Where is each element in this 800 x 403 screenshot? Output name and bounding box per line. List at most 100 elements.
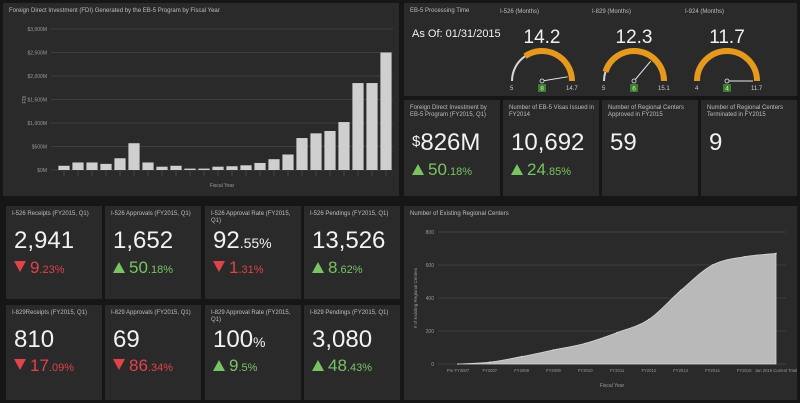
kpi-top-3-value: 9	[709, 129, 722, 157]
kpi-top-0-value: $826M	[412, 129, 480, 157]
kpi-i829-2-value: 100%	[213, 326, 266, 354]
kpi-top-0-change-number: 50	[428, 160, 447, 179]
gauge-1-arc	[602, 48, 667, 82]
processing-time-title: EB-5 Processing Time	[410, 8, 470, 14]
kpi-i526-1-change-decimal: .18%	[147, 264, 173, 276]
kpi-top-0-tile: Foreign Direct Investment by EB-5 Progra…	[404, 100, 500, 196]
rc-ylabel: # of Existing Regional Centers	[413, 267, 418, 328]
kpi-i829-1-title: I-829 Approvals (FY2015, Q1)	[111, 310, 191, 316]
rc-xtick-label: FY2007	[482, 368, 497, 373]
fdi-bar	[100, 163, 112, 170]
gauge-1-min: 5	[602, 86, 606, 92]
kpi-top-1-change: 24.85%	[511, 160, 571, 180]
rc-data-point	[489, 361, 491, 363]
kpi-i829-1-number: 69	[113, 326, 140, 353]
gauge-0-hub	[539, 78, 545, 84]
kpi-top-0-currency: $	[412, 133, 421, 150]
kpi-i526-3-tile: I-526 Pendings (FY2015, Q1) 13,526 8.62%	[304, 206, 400, 299]
gauge-0-min: 5	[510, 86, 514, 92]
kpi-i526-3-title: I-526 Pendings (FY2015, Q1)	[310, 211, 389, 217]
arrow-up-icon	[511, 164, 523, 175]
rc-xtick-label: FY2009	[546, 368, 561, 373]
kpi-i829-2-tile: I-829 Approval Rate (FY2015, Q1) 100% 9.5%	[205, 305, 301, 400]
kpi-i829-3-tile: I-829 Pendings (FY2015, Q1) 3,080 48.43%	[304, 305, 400, 400]
gauge-0-max: 14.7	[566, 86, 578, 92]
regional-centers-chart-panel: Number of Existing Regional Centers 0 200…	[404, 206, 797, 400]
arrow-down-icon	[14, 359, 26, 370]
fdi-ytick-label: $500M	[32, 145, 47, 151]
rc-ytick-label: 600	[426, 263, 435, 269]
arrow-down-icon	[213, 261, 225, 272]
fdi-bar	[128, 143, 140, 170]
kpi-top-1-change-decimal: .85%	[545, 166, 571, 178]
fdi-bar	[142, 162, 154, 170]
kpi-top-2-number: 59	[610, 129, 637, 156]
fdi-bar	[58, 165, 70, 170]
kpi-top-2-tile: Number of Regional Centers Approved in F…	[602, 100, 698, 196]
kpi-i526-1-title: I-526 Approvals (FY2015, Q1)	[111, 211, 191, 217]
fdi-bar	[324, 130, 336, 170]
gauge-0-target-badge	[538, 84, 546, 92]
kpi-i526-2-change: 1.31%	[213, 258, 264, 278]
rc-xtick-label: Pre FY2007	[447, 368, 470, 373]
rc-ytick-label: 800	[426, 230, 435, 236]
fdi-chart-title: Foreign Direct Investment (FDI) Generate…	[9, 8, 220, 14]
fdi-ytick-label: $0M	[37, 168, 47, 174]
kpi-i829-2-number: 100	[213, 326, 254, 353]
kpi-top-0-change-decimal: .18%	[446, 166, 472, 178]
rc-data-point	[679, 289, 682, 292]
kpi-top-3-tile: Number of Regional Centers Terminated in…	[701, 100, 797, 196]
fdi-bar	[156, 166, 168, 170]
gauge-2-value: 11.7	[709, 27, 745, 48]
gauge-1-track	[603, 71, 607, 82]
fdi-bar	[352, 83, 364, 170]
fdi-bar	[86, 162, 98, 170]
gauge-0-track	[511, 55, 526, 82]
gauge-1-hub	[631, 78, 637, 84]
kpi-i829-0-value: 810	[14, 326, 54, 354]
kpi-top-0-title: Foreign Direct Investment by EB-5 Progra…	[410, 105, 487, 118]
fdi-ytick-label: $2,500M	[28, 51, 47, 57]
kpi-top-1-tile: Number of EB-5 Visas Issued in FY2014 10,…	[503, 100, 599, 196]
kpi-i829-0-change: 17.09%	[14, 356, 74, 376]
kpi-i829-3-change-decimal: .43%	[346, 362, 372, 374]
gauge-2-arc	[694, 48, 760, 82]
kpi-i526-0-title: I-526 Receipts (FY2015, Q1)	[12, 211, 89, 217]
kpi-i526-0-number: 2,941	[14, 227, 75, 254]
kpi-top-0-number: 826M	[420, 129, 481, 156]
fdi-bar	[282, 154, 294, 170]
gauge-1-target: 6	[632, 86, 636, 93]
rc-data-point	[457, 363, 459, 365]
kpi-i526-3-change-number: 8	[328, 258, 338, 277]
fdi-bar	[254, 162, 266, 170]
kpi-i526-2-change-number: 1	[229, 258, 239, 277]
fdi-bar	[226, 166, 238, 170]
rc-data-point	[711, 264, 714, 266]
kpi-i829-0-tile: I-829Receipts (FY2015, Q1) 810 17.09%	[6, 305, 102, 400]
rc-xtick-label: FY2015	[737, 368, 752, 373]
kpi-i829-3-title: I-829 Pendings (FY2015, Q1)	[310, 310, 389, 316]
arrow-up-icon	[312, 262, 324, 273]
fdi-bar	[338, 122, 350, 170]
kpi-i526-3-change: 8.62%	[312, 258, 363, 278]
kpi-i829-0-change-decimal: .09%	[48, 362, 74, 374]
gauge-0: 5 14.78	[510, 48, 578, 93]
gauge-1-title: I-829 (Months)	[592, 9, 632, 15]
gauge-2-min: 4	[695, 86, 699, 92]
rc-xtick-label: FY2010	[578, 368, 593, 373]
kpi-i829-0-number: 810	[14, 326, 55, 353]
fdi-bar	[380, 52, 392, 170]
rc-xtick-label: FY2014	[705, 368, 720, 373]
arrow-up-icon	[113, 262, 125, 273]
kpi-i829-3-change: 48.43%	[312, 356, 372, 376]
kpi-top-3-title: Number of Regional Centers Terminated in…	[707, 105, 784, 118]
rc-data-point	[743, 255, 745, 258]
arrow-up-icon	[312, 360, 324, 371]
fdi-bar	[240, 165, 252, 170]
gauge-2-target: 4	[725, 86, 729, 93]
kpi-i829-1-value: 69	[113, 326, 140, 354]
kpi-i829-2-change: 9.5%	[213, 356, 257, 376]
kpi-i526-3-change-decimal: .62%	[337, 264, 363, 276]
kpi-i526-2-number: 92	[213, 227, 240, 254]
kpi-i829-0-title: I-829Receipts (FY2015, Q1)	[12, 310, 88, 316]
